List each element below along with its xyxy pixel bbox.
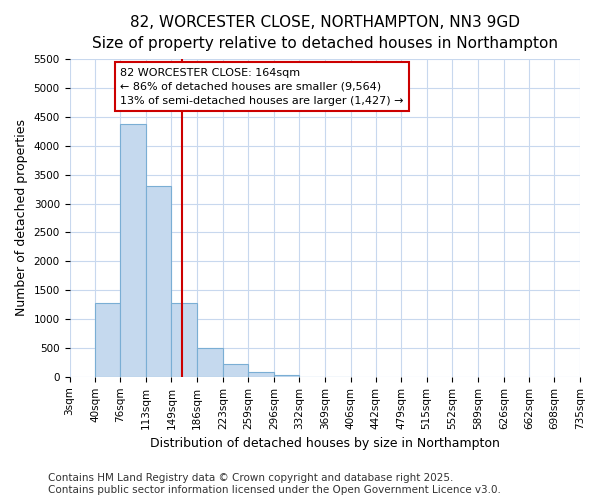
Bar	[197, 348, 223, 377]
Bar	[146, 186, 172, 377]
Bar	[248, 372, 274, 377]
Text: 82 WORCESTER CLOSE: 164sqm
← 86% of detached houses are smaller (9,564)
13% of s: 82 WORCESTER CLOSE: 164sqm ← 86% of deta…	[121, 68, 404, 106]
Bar	[172, 303, 197, 377]
Title: 82, WORCESTER CLOSE, NORTHAMPTON, NN3 9GD
Size of property relative to detached : 82, WORCESTER CLOSE, NORTHAMPTON, NN3 9G…	[92, 15, 558, 51]
Text: Contains HM Land Registry data © Crown copyright and database right 2025.
Contai: Contains HM Land Registry data © Crown c…	[48, 474, 501, 495]
Bar	[223, 364, 248, 377]
X-axis label: Distribution of detached houses by size in Northampton: Distribution of detached houses by size …	[150, 437, 500, 450]
Bar	[274, 375, 299, 377]
Bar	[95, 304, 121, 377]
Y-axis label: Number of detached properties: Number of detached properties	[15, 120, 28, 316]
Bar	[121, 124, 146, 377]
